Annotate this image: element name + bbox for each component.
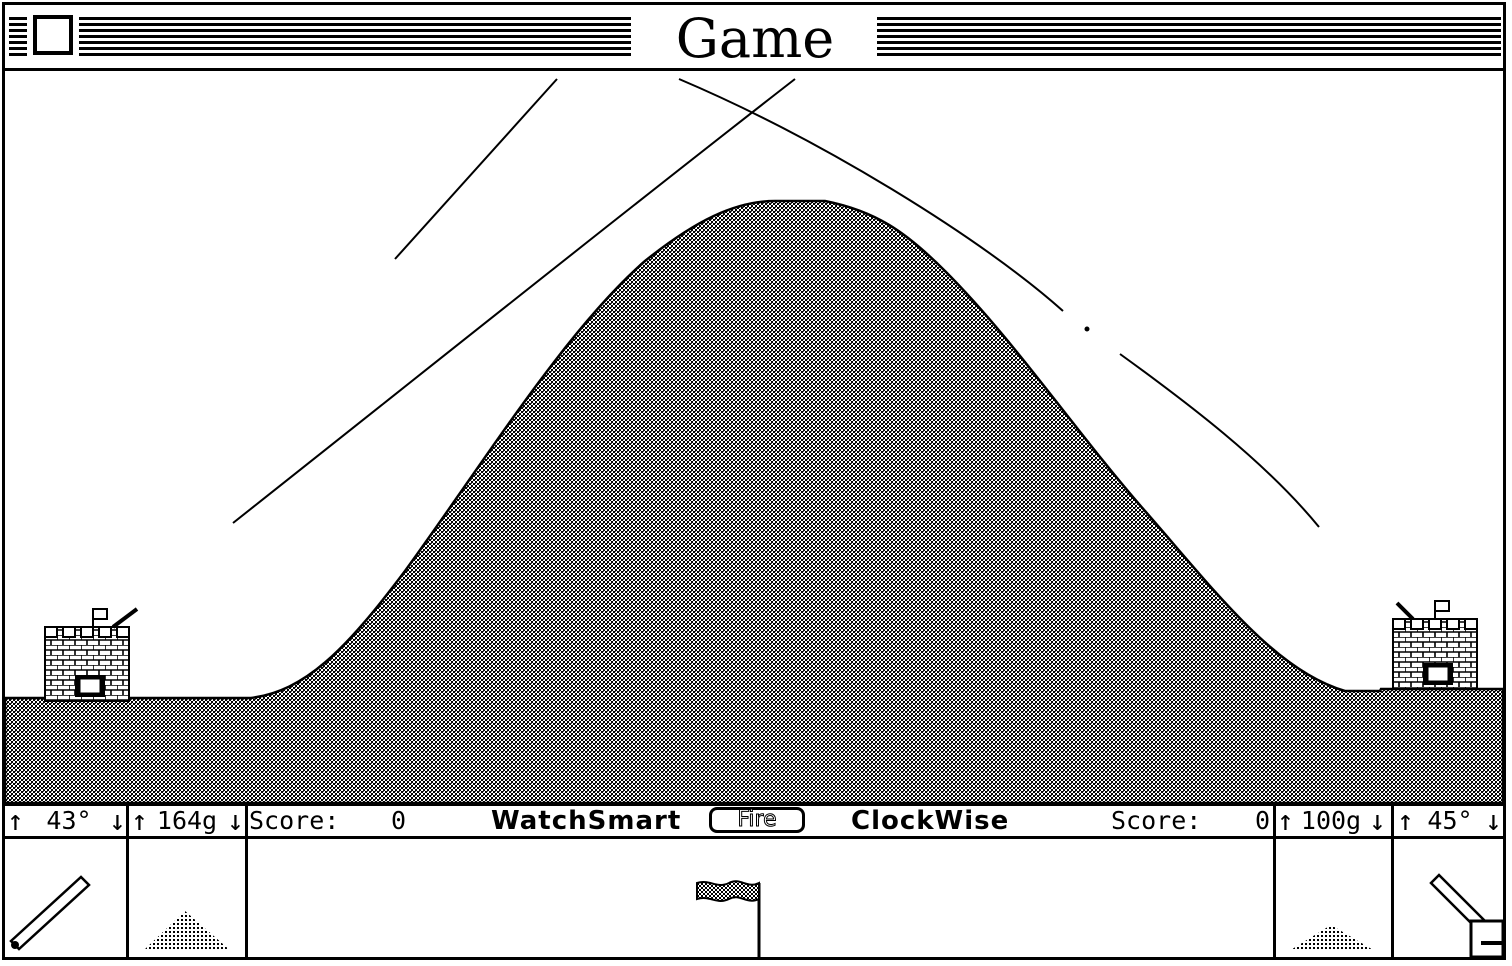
- shot-trail-dot: [1084, 326, 1090, 332]
- shot-trail-4: [1119, 353, 1320, 528]
- cannon-angle-icon[interactable]: [9, 875, 91, 951]
- left-angle-up-button[interactable]: ↑: [7, 804, 24, 837]
- castle-icon: [1392, 600, 1478, 690]
- left-angle-down-button[interactable]: ↓: [109, 804, 126, 837]
- separator: [245, 839, 248, 957]
- powder-pile-icon[interactable]: [1289, 925, 1375, 951]
- left-player-name: WatchSmart: [491, 806, 682, 836]
- shot-trail-1: [394, 78, 558, 260]
- right-powder-value: 100g: [1300, 806, 1362, 835]
- right-powder-up-button[interactable]: ↑: [1277, 804, 1294, 837]
- separator: [126, 806, 129, 836]
- separator: [1273, 839, 1276, 957]
- title-bar-stripes-right: [877, 17, 1501, 59]
- right-angle-up-button[interactable]: ↑: [1397, 804, 1414, 837]
- shot-trails: [232, 78, 1320, 528]
- right-player-name: ClockWise: [851, 806, 1010, 836]
- wind-flag-icon: [696, 880, 761, 957]
- window-title: Game: [645, 7, 865, 70]
- left-powder-value: 164g: [156, 806, 218, 835]
- separator: [1391, 806, 1394, 836]
- control-panel: [5, 839, 1503, 957]
- right-score-value: 0: [1255, 806, 1271, 835]
- left-powder-up-button[interactable]: ↑: [131, 804, 148, 837]
- separator: [126, 839, 129, 957]
- left-angle-value: 43°: [46, 806, 92, 835]
- status-bar: ↑ 43° ↓ ↑ 164g ↓ Score: 0 WatchSmart Fir…: [5, 803, 1503, 839]
- title-bar[interactable]: Game: [5, 5, 1503, 71]
- title-bar-stripes-left: [9, 17, 631, 59]
- left-powder-down-button[interactable]: ↓: [227, 804, 244, 837]
- left-score-label: Score:: [249, 806, 340, 835]
- separator: [1273, 806, 1276, 836]
- right-score-label: Score:: [1111, 806, 1202, 835]
- separator: [245, 806, 248, 836]
- castle-icon: [44, 607, 139, 702]
- terrain-hill: [5, 199, 1503, 805]
- close-box-icon[interactable]: [33, 15, 73, 55]
- right-angle-down-button[interactable]: ↓: [1485, 804, 1502, 837]
- fire-button[interactable]: Fire: [709, 807, 805, 833]
- powder-pile-icon[interactable]: [143, 911, 231, 951]
- shot-trail-2: [232, 78, 796, 524]
- right-angle-value: 45°: [1427, 806, 1473, 835]
- shot-trail-3: [678, 78, 1064, 312]
- right-powder-down-button[interactable]: ↓: [1369, 804, 1386, 837]
- separator: [1391, 839, 1394, 957]
- battlefield: [5, 71, 1503, 805]
- cannon-angle-icon[interactable]: [1429, 873, 1503, 957]
- left-score-value: 0: [391, 806, 407, 835]
